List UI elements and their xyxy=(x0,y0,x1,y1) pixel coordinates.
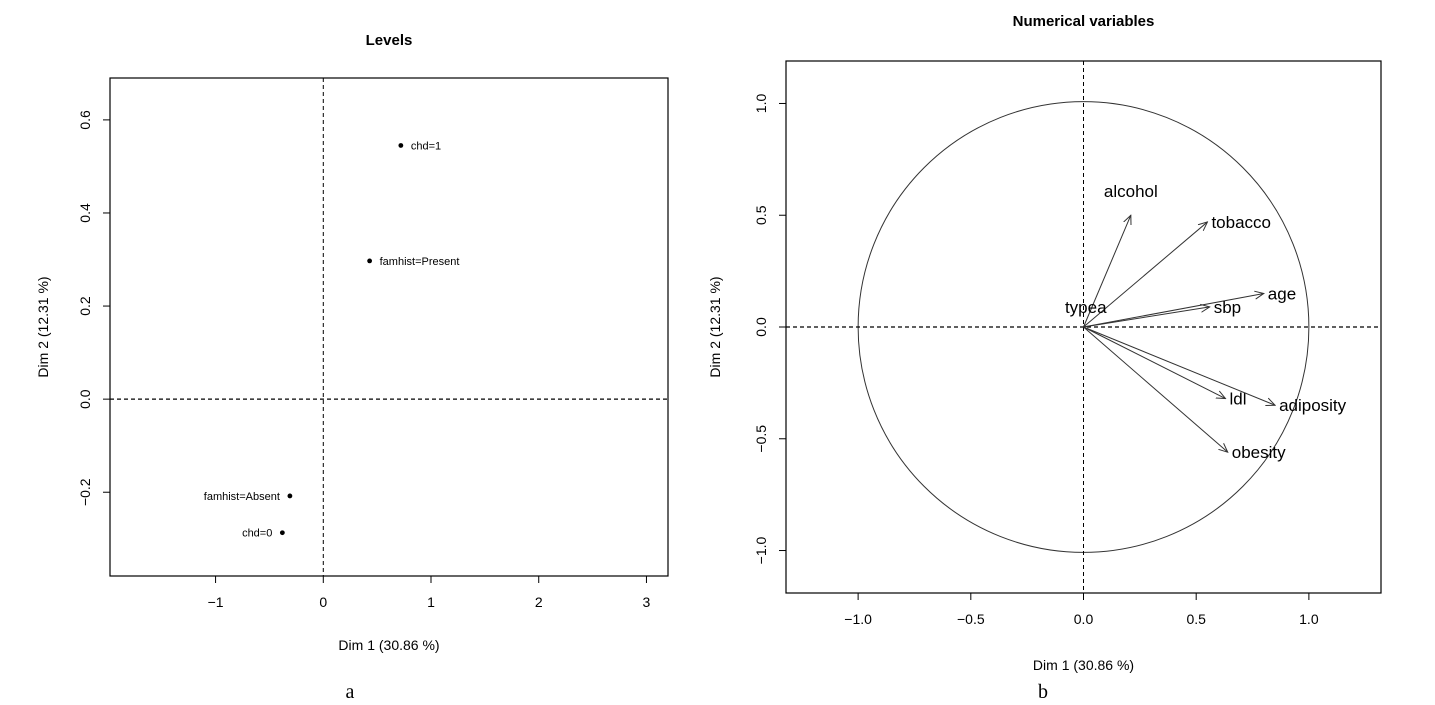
y-tick-label: 0.0 xyxy=(753,317,769,337)
y-tick-label: −0.2 xyxy=(77,478,93,506)
chart-title: Numerical variables xyxy=(1013,13,1155,30)
x-tick-label: 1 xyxy=(427,594,435,610)
x-tick-label: −0.5 xyxy=(957,611,985,627)
x-axis-label: Dim 1 (30.86 %) xyxy=(338,637,439,653)
point-label: chd=1 xyxy=(411,140,441,152)
variable-arrow xyxy=(1083,326,1228,452)
plot-frame xyxy=(109,77,669,577)
data-point xyxy=(287,493,293,499)
y-axis-label: Dim 2 (12.31 %) xyxy=(707,276,723,377)
panel-caption: b xyxy=(1038,681,1048,703)
variable-arrow xyxy=(1083,307,1210,328)
x-tick-label: −1.0 xyxy=(844,611,872,627)
y-tick-label: 1.0 xyxy=(753,94,769,114)
y-tick-label: 0.5 xyxy=(753,205,769,225)
variable-label: sbp xyxy=(1214,298,1241,317)
panel-b-numerical-variables: Numerical variables −1.0 −0.5 0.0 0.5 1.0 −1.0… xyxy=(707,13,1382,703)
variable-label: alcohol xyxy=(1104,182,1158,201)
variable-label: ldl xyxy=(1229,390,1246,409)
data-point xyxy=(279,530,285,536)
x-tick-label: 0.5 xyxy=(1186,611,1206,627)
x-tick-label: 0 xyxy=(319,594,327,610)
point-label: chd=0 xyxy=(242,528,272,540)
data-point xyxy=(398,143,404,148)
panel-caption: a xyxy=(346,681,355,703)
variable-label: age xyxy=(1268,284,1296,303)
x-tick-label: 1.0 xyxy=(1299,611,1319,627)
panel-a-levels: Levels −1 0 1 2 3 −0.2 0.0 0.2 0.4 0.6 Dim 1 (30.86… xyxy=(35,32,669,703)
y-tick-label: −0.5 xyxy=(753,425,769,453)
x-tick-label: 3 xyxy=(643,594,651,610)
point-label: famhist=Absent xyxy=(204,491,280,503)
variable-arrow xyxy=(1083,293,1264,328)
y-tick-label: 0.4 xyxy=(77,203,93,223)
variable-arrow xyxy=(1083,215,1131,328)
data-point xyxy=(367,258,373,264)
x-axis-label: Dim 1 (30.86 %) xyxy=(1033,657,1134,673)
variable-label: typea xyxy=(1065,298,1107,317)
y-tick-label: −1.0 xyxy=(753,536,769,564)
y-axis-label: Dim 2 (12.31 %) xyxy=(35,276,51,377)
variable-arrow xyxy=(1083,326,1276,405)
y-tick-label: 0.2 xyxy=(77,296,93,316)
variable-arrow xyxy=(1083,326,1226,399)
variable-label: adiposity xyxy=(1279,396,1347,415)
y-tick-label: 0.6 xyxy=(77,110,93,130)
x-tick-label: 2 xyxy=(535,594,543,610)
point-label: famhist=Present xyxy=(380,256,460,268)
variable-label: obesity xyxy=(1232,443,1286,462)
y-tick-label: 0.0 xyxy=(77,389,93,409)
chart-title: Levels xyxy=(366,32,413,49)
x-tick-label: 0.0 xyxy=(1074,611,1094,627)
variable-label: tobacco xyxy=(1211,213,1271,232)
variable-arrow xyxy=(1083,222,1208,328)
x-tick-label: −1 xyxy=(208,594,224,610)
